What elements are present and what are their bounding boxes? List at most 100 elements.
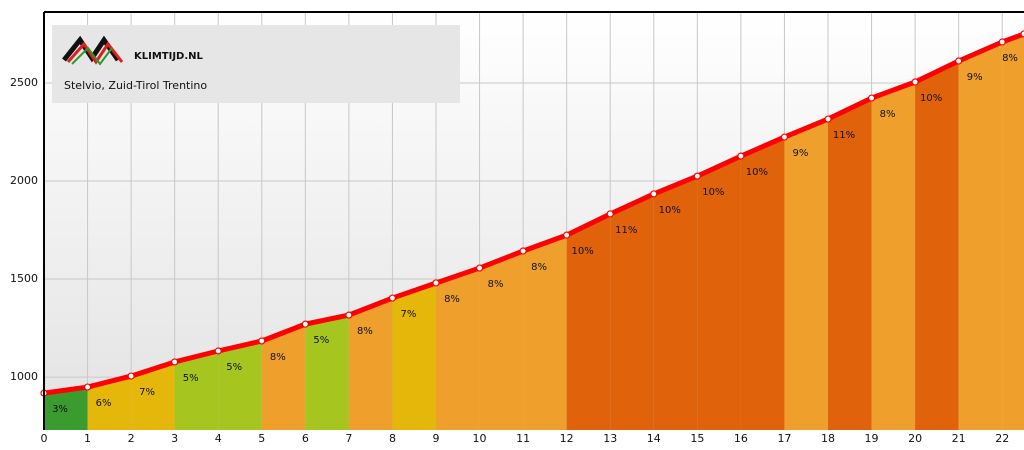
gradient-segment [44, 387, 88, 430]
logo-text: KLIMTIJD.NL [134, 51, 204, 62]
gradient-segment [174, 350, 219, 430]
elevation-point [519, 247, 527, 255]
gradient-segment [958, 41, 1003, 430]
gradient-segment [1002, 33, 1024, 430]
elevation-point [911, 78, 919, 86]
logo-box: KLIMTIJD.NL Stelvio, Zuid-Tirol Trentino [52, 25, 460, 103]
gradient-label: 11% [833, 130, 855, 141]
elevation-point [258, 337, 266, 345]
y-tick-label: 2000 [10, 174, 38, 187]
gradient-segment [784, 119, 828, 431]
logo-background [52, 25, 460, 103]
gradient-segment [610, 193, 654, 430]
gradient-segment [653, 176, 698, 430]
gradient-segment [131, 361, 175, 430]
gradient-label: 10% [746, 167, 768, 178]
x-tick-label: 14 [647, 432, 661, 445]
logo-icon [71, 46, 113, 66]
elevation-point [171, 358, 179, 366]
gradient-segment [566, 213, 611, 430]
elevation-point [1020, 30, 1024, 38]
gradient-label: 8% [880, 109, 896, 120]
elevation-point [693, 172, 701, 180]
x-tick-label: 11 [516, 432, 530, 445]
gradient-segment [697, 156, 741, 430]
logo-icon [66, 41, 124, 65]
gradient-label: 8% [444, 294, 460, 305]
elevation-point [388, 294, 397, 302]
chart-title: Stelvio, Zuid-Tirol Trentino [64, 79, 207, 92]
x-tick-label: 20 [908, 432, 922, 445]
gradient-segment [261, 324, 306, 430]
gradient-segment [392, 282, 436, 430]
x-tick-label: 0 [41, 432, 48, 445]
gradient-segment [436, 268, 480, 430]
x-tick-label: 12 [560, 432, 574, 445]
gradient-label: 8% [531, 262, 547, 273]
elevation-point [563, 231, 571, 239]
x-tick-label: 6 [302, 432, 309, 445]
elevation-point [345, 311, 353, 319]
x-tick-label: 18 [821, 432, 835, 445]
x-tick-label: 8 [389, 432, 396, 445]
x-tick-label: 10 [473, 432, 487, 445]
gradient-label: 10% [702, 187, 724, 198]
x-tick-label: 17 [777, 432, 791, 445]
elevation-point [998, 38, 1006, 46]
gradient-label: 7% [401, 309, 417, 320]
elevation-point [824, 115, 832, 123]
gradient-label: 7% [139, 387, 155, 398]
elevation-point [737, 152, 745, 160]
elevation-point [83, 383, 92, 391]
x-tick-label: 16 [734, 432, 748, 445]
gradient-segment [218, 340, 262, 430]
elevation-point [475, 264, 484, 272]
x-tick-label: 22 [995, 432, 1009, 445]
y-tick-label: 1500 [10, 272, 38, 285]
gradient-segment [348, 298, 393, 430]
gradient-label: 5% [183, 373, 199, 384]
gradient-label: 8% [357, 326, 373, 337]
elevation-point [214, 347, 222, 355]
gradient-segment [523, 235, 567, 430]
gradient-segment [479, 250, 524, 430]
y-tick-label: 1000 [10, 370, 38, 383]
gradient-label: 8% [270, 352, 286, 363]
elevation-point [867, 94, 876, 102]
x-tick-label: 5 [258, 432, 265, 445]
x-tick-label: 3 [171, 432, 178, 445]
x-tick-label: 21 [952, 432, 966, 445]
elevation-point [301, 320, 309, 328]
gradient-segment [915, 61, 959, 430]
gradient-label: 8% [488, 279, 504, 290]
elevation-point [780, 133, 789, 141]
elevation-point [955, 57, 963, 65]
x-tick-label: 1 [84, 432, 91, 445]
gradient-label: 5% [313, 335, 329, 346]
elevation-point [127, 372, 135, 380]
x-tick-label: 7 [345, 432, 352, 445]
gradient-label: 9% [967, 72, 983, 83]
elevation-line [43, 31, 1024, 396]
gradient-label: 5% [226, 362, 242, 373]
gradient-label: 3% [52, 404, 68, 415]
x-tick-label: 9 [433, 432, 440, 445]
gradient-segment [871, 81, 916, 430]
x-tick-label: 19 [865, 432, 879, 445]
gradient-label: 6% [96, 398, 112, 409]
gradient-label: 9% [793, 148, 809, 159]
elevation-point [432, 279, 440, 287]
x-tick-label: 4 [215, 432, 222, 445]
elevation-point [650, 190, 658, 198]
gradient-segment [305, 315, 349, 430]
y-tick-label: 2500 [10, 76, 38, 89]
x-tick-label: 2 [128, 432, 135, 445]
gradient-label: 11% [615, 225, 637, 236]
gradient-segment [828, 98, 872, 430]
gradient-label: 10% [659, 205, 681, 216]
gradient-label: 10% [920, 93, 942, 104]
gradient-label: 10% [572, 246, 594, 257]
elevation-point [606, 210, 614, 218]
gradient-label: 8% [1002, 53, 1018, 64]
